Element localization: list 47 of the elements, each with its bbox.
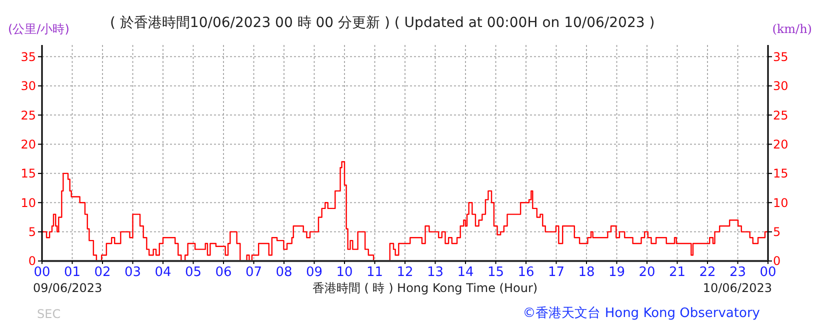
y-axis-title: (公里/小時) — [8, 22, 70, 36]
y-tick-label: 5 — [28, 225, 36, 240]
x-tick-label: 01 — [64, 265, 81, 280]
x-tick-label: 09 — [306, 265, 323, 280]
x-tick-label: 12 — [396, 265, 414, 280]
text: ©香港天文台 Hong Kong Observatory — [522, 306, 760, 321]
y2-tick-label: 15 — [773, 166, 788, 181]
y-tick-label: 30 — [20, 79, 36, 94]
y-tick-label: 35 — [20, 50, 36, 64]
y-tick-label: 20 — [20, 137, 36, 152]
y-tick-label: 0 — [28, 254, 36, 268]
y2-tick-label: 30 — [773, 79, 788, 94]
x-tick-label: 18 — [578, 265, 595, 280]
x-tick-label: 00 — [34, 265, 50, 280]
x-tick-label: 07 — [245, 265, 262, 280]
x-tick-label: 10 — [336, 265, 353, 280]
x-tick-label: 08 — [276, 265, 292, 280]
x-tick-label: 13 — [426, 265, 444, 280]
x-tick-label: 16 — [518, 265, 534, 280]
y2-tick-label: 20 — [773, 137, 788, 152]
x-tick-label: 23 — [729, 265, 746, 280]
x-tick-label: 14 — [457, 265, 474, 280]
x-tick-label: 11 — [366, 265, 384, 280]
chart-title: ( 於香港時間10/06/2023 00 時 00 分更新 ) ( Updated at 00:00H on 10/06/2023 ) — [110, 15, 655, 31]
y-tick-label: 15 — [20, 166, 36, 181]
y2-tick-label: 35 — [773, 50, 788, 64]
text: 10/06/2023 — [702, 281, 772, 295]
y2-tick-label: 25 — [773, 108, 788, 122]
x-tick-label: 04 — [154, 265, 172, 280]
x-tick-label: 15 — [487, 265, 504, 280]
x-tick-label: 05 — [184, 265, 202, 280]
x-tick-label: 20 — [638, 265, 656, 280]
x-tick-label: 17 — [548, 265, 565, 280]
x-tick-label: 21 — [668, 265, 686, 280]
y2-axis-title: (km/h) — [772, 22, 812, 36]
x-tick-label: 19 — [608, 265, 626, 280]
x-tick-label: 22 — [699, 265, 716, 280]
y2-tick-label: 5 — [773, 225, 781, 240]
x-tick-label: 06 — [215, 265, 232, 280]
y-tick-label: 10 — [20, 196, 36, 210]
x-axis-title: 香港時間 ( 時 ) Hong Kong Time (Hour) — [312, 281, 538, 295]
text: 09/06/2023 — [33, 281, 102, 295]
y-tick-label: 25 — [20, 108, 36, 122]
y2-tick-label: 10 — [773, 196, 788, 210]
text: SEC — [37, 307, 61, 321]
x-tick-label: 03 — [124, 265, 142, 280]
x-tick-label: 02 — [94, 265, 111, 280]
